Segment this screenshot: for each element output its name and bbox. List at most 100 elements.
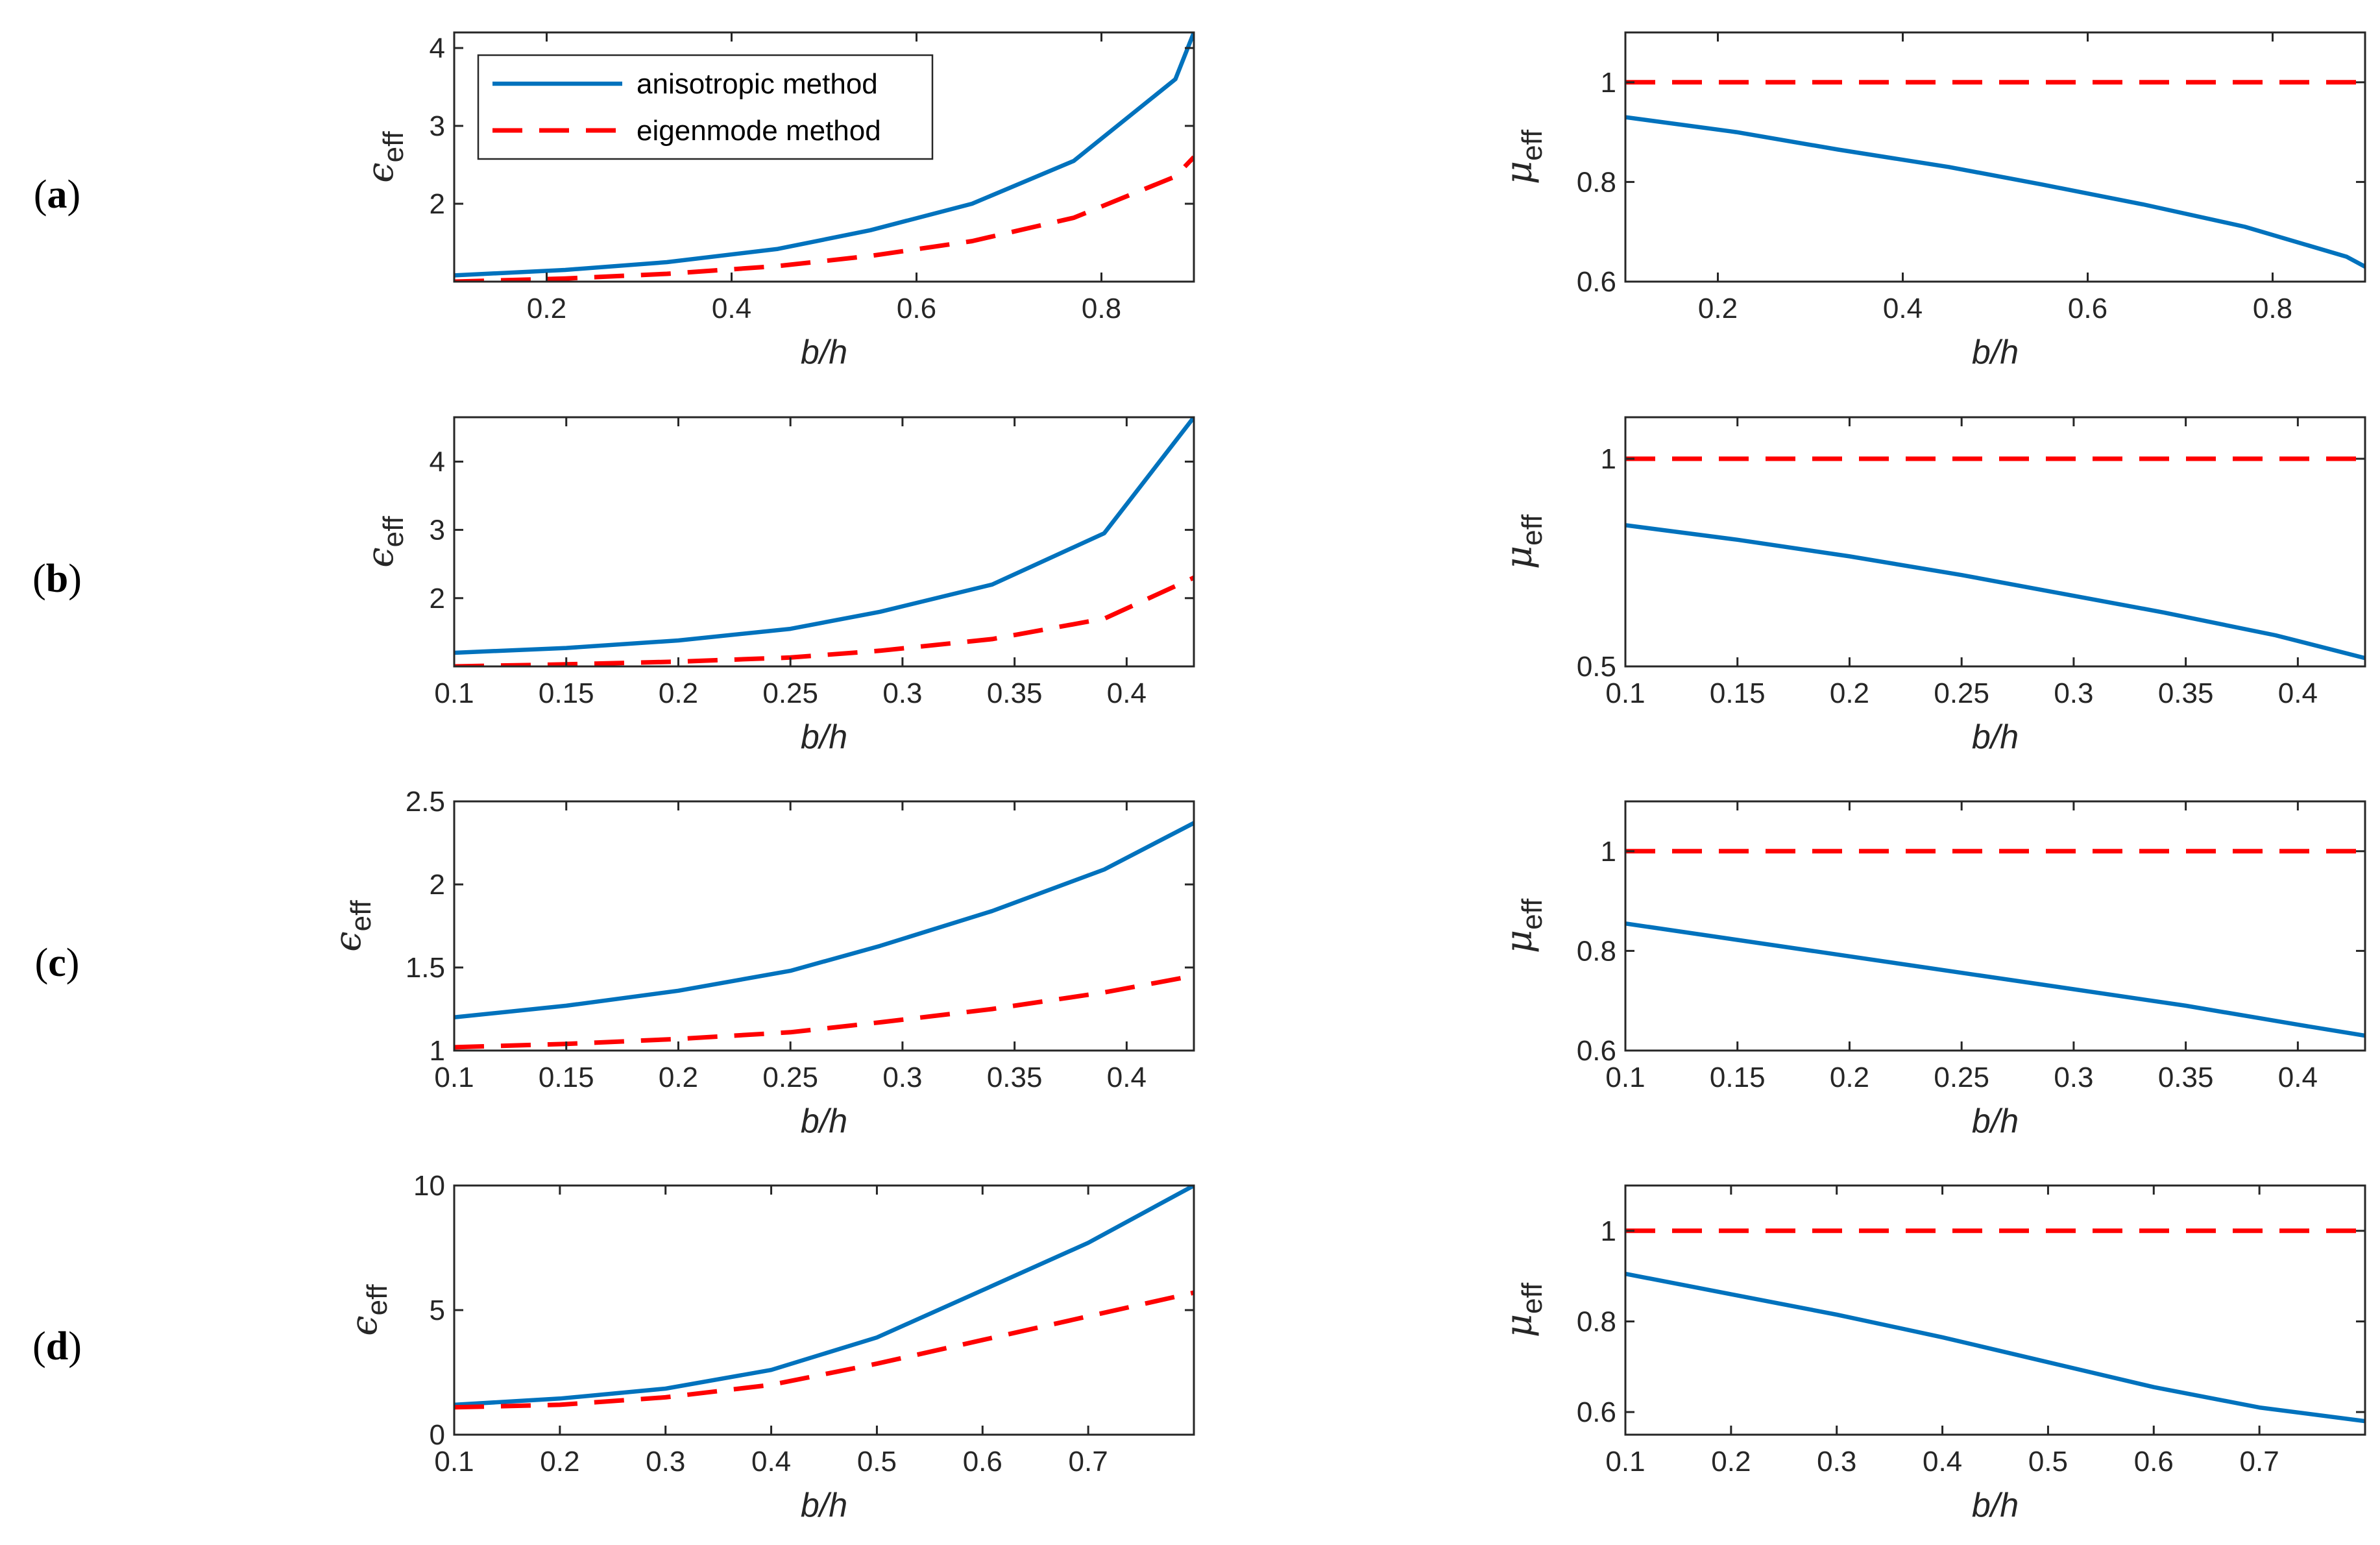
x-tick-label: 0.15 — [1710, 1062, 1766, 1093]
y-tick-label: 4 — [430, 32, 445, 64]
plot-c-eps: 0.1 0.15 0.2 0.25 0.3 0.35 0.4 1 1.5 2 2.5 b/h ϵeff — [327, 786, 1195, 1140]
x-tick-label: 0.25 — [762, 1062, 818, 1093]
y-tick-label: 1 — [1601, 836, 1616, 868]
x-tick-label: 0.2 — [1698, 293, 1738, 324]
x-tick-label: 0.4 — [1107, 1062, 1147, 1093]
x-tick-label: 0.7 — [1069, 1446, 1108, 1478]
plot-d-mu: 0.1 0.2 0.3 0.4 0.5 0.6 0.7 0.6 0.8 1 b/h μeff — [1498, 1184, 2366, 1524]
y-axis-label: ϵeff — [343, 1283, 393, 1335]
series-line-eigenmode — [454, 1290, 1194, 1410]
axes-box — [1624, 416, 2366, 668]
y-axis-label: μeff — [1498, 898, 1548, 953]
x-axis-label: b/h — [801, 1102, 847, 1140]
plot-area — [454, 801, 1194, 1051]
x-tick-label: 0.4 — [1923, 1446, 1962, 1478]
y-tick-label: 0.6 — [1577, 266, 1616, 298]
legend-label-anisotropic: anisotropic method — [637, 68, 878, 100]
y-tick-label: 0.8 — [1577, 935, 1616, 967]
x-tick-label: 0.1 — [1605, 1446, 1645, 1478]
axes-box — [1624, 800, 2366, 1052]
y-axis-label: ϵeff — [327, 899, 377, 951]
x-tick-label: 0.25 — [1934, 677, 1989, 709]
x-tick-label: 0.15 — [1710, 677, 1766, 709]
x-tick-label: 0.3 — [882, 1062, 922, 1093]
y-axis-label: ϵeff — [359, 130, 409, 182]
y-tick-label: 3 — [430, 110, 445, 142]
panel-label: (a) — [34, 173, 80, 217]
x-tick-label: 0.4 — [2278, 1062, 2318, 1093]
y-tick-label: 0.8 — [1577, 1306, 1616, 1337]
x-tick-label: 0.2 — [527, 293, 566, 324]
x-tick-label: 0.35 — [987, 677, 1043, 709]
x-tick-label: 0.3 — [2054, 677, 2093, 709]
x-tick-label: 0.1 — [1605, 677, 1645, 709]
y-tick-label: 0 — [430, 1419, 445, 1451]
x-axis-label: b/h — [801, 1487, 847, 1524]
series-line-anisotropic — [454, 821, 1194, 1020]
y-tick-label: 1 — [1601, 1215, 1616, 1247]
series-line-anisotropic — [454, 1186, 1194, 1407]
plot-c-mu: 0.1 0.15 0.2 0.25 0.3 0.35 0.4 0.6 0.8 1 b/h μeff — [1498, 800, 2366, 1140]
x-tick-label: 0.25 — [762, 677, 818, 709]
y-tick-label: 3 — [430, 515, 445, 546]
x-tick-label: 0.5 — [857, 1446, 897, 1478]
plot-area — [1625, 1186, 2365, 1435]
panel-label: (b) — [32, 557, 82, 601]
x-tick-label: 0.1 — [434, 677, 474, 709]
x-tick-label: 0.1 — [1605, 1062, 1645, 1093]
x-tick-label: 0.2 — [659, 1062, 698, 1093]
series-line-anisotropic — [454, 417, 1194, 655]
x-tick-label: 0.25 — [1934, 1062, 1989, 1093]
panel-label: (c) — [35, 941, 80, 985]
x-tick-label: 0.2 — [540, 1446, 579, 1478]
x-tick-label: 0.5 — [2028, 1446, 2068, 1478]
series-line-anisotropic — [1625, 523, 2365, 661]
y-tick-label: 5 — [430, 1295, 445, 1326]
x-tick-label: 0.8 — [2253, 293, 2292, 324]
x-tick-label: 0.35 — [2158, 677, 2214, 709]
axes-box — [1624, 31, 2366, 283]
x-tick-label: 0.35 — [987, 1062, 1043, 1093]
y-tick-label: 1 — [1601, 67, 1616, 99]
axes-box — [453, 800, 1195, 1052]
legend-box — [477, 54, 934, 160]
x-tick-label: 0.4 — [751, 1446, 791, 1478]
y-tick-label: 2 — [430, 583, 445, 614]
x-tick-label: 0.2 — [1830, 677, 1869, 709]
axes-box — [453, 416, 1195, 668]
x-tick-label: 0.15 — [539, 1062, 594, 1093]
x-tick-label: 0.15 — [539, 677, 594, 709]
x-tick-label: 0.6 — [2134, 1446, 2174, 1478]
x-tick-label: 0.8 — [1082, 293, 1121, 324]
x-tick-label: 0.2 — [659, 677, 698, 709]
x-tick-label: 0.1 — [434, 1062, 474, 1093]
x-axis-label: b/h — [801, 718, 847, 756]
x-tick-label: 0.1 — [434, 1446, 474, 1478]
x-tick-label: 0.6 — [897, 293, 936, 324]
y-tick-label: 1 — [430, 1035, 445, 1067]
x-tick-label: 0.4 — [712, 293, 751, 324]
plot-area — [1625, 32, 2365, 282]
x-axis-label: b/h — [801, 334, 847, 371]
panel-label: (d) — [32, 1324, 82, 1369]
x-tick-label: 0.3 — [646, 1446, 685, 1478]
legend-label-eigenmode: eigenmode method — [637, 115, 881, 147]
series-line-anisotropic — [454, 32, 1194, 278]
series-line-eigenmode — [454, 973, 1194, 1050]
x-tick-label: 0.6 — [2068, 293, 2107, 324]
y-tick-label: 2 — [430, 188, 445, 220]
y-tick-label: 1.5 — [406, 952, 445, 984]
axes-box — [1624, 1184, 2366, 1436]
y-tick-label: 0.5 — [1577, 651, 1616, 683]
plot-a-mu: 0.2 0.4 0.6 0.8 0.6 0.8 1 b/h μeff — [1498, 31, 2366, 371]
x-tick-label: 0.4 — [2278, 677, 2318, 709]
y-tick-label: 2 — [430, 869, 445, 901]
plot-b-eps: 0.1 0.15 0.2 0.25 0.3 0.35 0.4 2 3 4 b/h ϵeff — [359, 416, 1195, 756]
y-tick-label: 1 — [1601, 443, 1616, 475]
plot-area — [1625, 801, 2365, 1051]
x-axis-label: b/h — [1972, 1102, 2019, 1140]
x-tick-label: 0.3 — [2054, 1062, 2093, 1093]
y-axis-label: μeff — [1498, 514, 1548, 569]
x-tick-label: 0.2 — [1830, 1062, 1869, 1093]
